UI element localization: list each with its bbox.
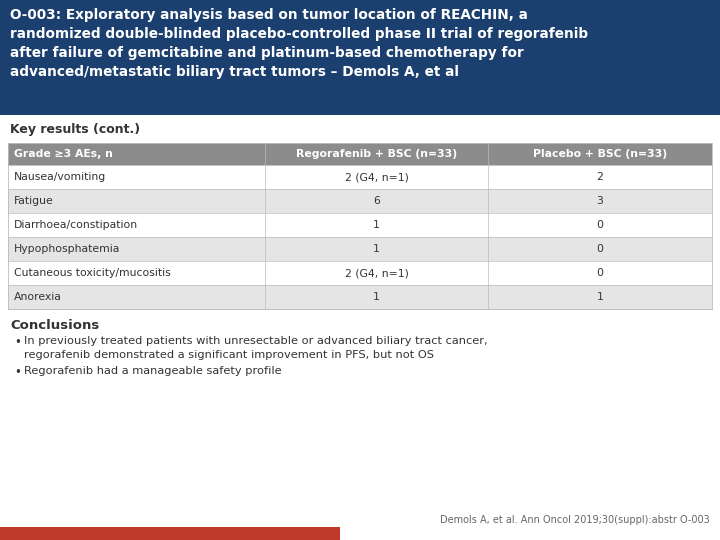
Text: 0: 0 [597,268,603,278]
Text: Key results (cont.): Key results (cont.) [10,123,140,136]
Bar [0,0,695,115]
Text: Nausea/vomiting: Nausea/vomiting [14,172,107,182]
Text: 1: 1 [373,220,380,230]
Text: Placebo + BSC (n=33): Placebo + BSC (n=33) [533,149,667,159]
Bar [0,527,340,540]
Bar [8,213,712,237]
Text: 6: 6 [373,196,380,206]
Text: •: • [14,336,21,349]
Text: Demols A, et al. Ann Oncol 2019;30(suppl):abstr O-003: Demols A, et al. Ann Oncol 2019;30(suppl… [440,515,710,525]
Text: Hypophosphatemia: Hypophosphatemia [14,244,120,254]
Text: Cutaneous toxicity/mucositis: Cutaneous toxicity/mucositis [14,268,171,278]
Text: Regorafenib had a manageable safety profile: Regorafenib had a manageable safety prof… [24,366,282,376]
Text: 1: 1 [373,244,380,254]
Text: O-003: Exploratory analysis based on tumor location of REACHIN, a
randomized dou: O-003: Exploratory analysis based on tum… [10,8,588,79]
Text: •: • [14,366,21,379]
Bar [8,261,712,285]
Text: 0: 0 [597,220,603,230]
Text: 2 (G4, n=1): 2 (G4, n=1) [345,268,408,278]
Bar [8,143,712,309]
Text: Diarrhoea/constipation: Diarrhoea/constipation [14,220,138,230]
Bar [8,285,712,309]
Bar [8,165,712,189]
Bar [8,189,712,213]
Text: 1: 1 [373,292,380,302]
Bar [695,0,720,115]
Bar [0,0,720,115]
Text: Anorexia: Anorexia [14,292,62,302]
Text: Regorafenib + BSC (n=33): Regorafenib + BSC (n=33) [296,149,457,159]
Text: 3: 3 [597,196,603,206]
Text: Fatigue: Fatigue [14,196,54,206]
Text: Grade ≥3 AEs, n: Grade ≥3 AEs, n [14,149,113,159]
Text: 0: 0 [597,244,603,254]
Bar [8,237,712,261]
Text: 2 (G4, n=1): 2 (G4, n=1) [345,172,408,182]
Text: 2: 2 [597,172,603,182]
Text: Conclusions: Conclusions [10,319,99,332]
Text: 1: 1 [597,292,603,302]
Text: regorafenib demonstrated a significant improvement in PFS, but not OS: regorafenib demonstrated a significant i… [24,350,434,360]
Bar [8,143,712,165]
Text: In previously treated patients with unresectable or advanced biliary tract cance: In previously treated patients with unre… [24,336,487,346]
